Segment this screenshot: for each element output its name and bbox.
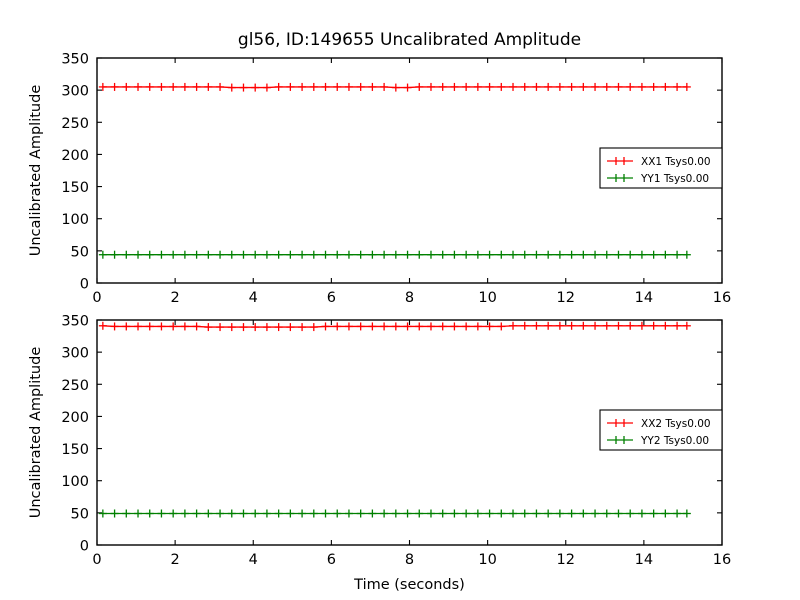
y-tick-label: 150	[61, 180, 89, 196]
series-markers-YY2	[98, 509, 691, 518]
x-tick-label: 16	[713, 552, 731, 568]
legend-label: YY2 Tsys0.00	[640, 435, 709, 447]
y-axis-label: Uncalibrated Amplitude	[28, 85, 44, 257]
legend-top-panel[interactable]: XX1 Tsys0.00 YY1 Tsys0.00	[599, 147, 723, 189]
legend-label: XX1 Tsys0.00	[641, 156, 711, 168]
x-tick-label: 6	[327, 552, 336, 568]
y-tick-label: 350	[61, 52, 89, 68]
x-tick-label: 10	[478, 552, 496, 568]
y-tick-label: 150	[61, 442, 89, 458]
y-axis-label: Uncalibrated Amplitude	[28, 347, 44, 519]
series-markers-XX2	[98, 321, 691, 332]
x-tick-label: 14	[635, 290, 653, 306]
series-markers-XX1	[98, 82, 691, 92]
x-tick-label: 2	[171, 552, 180, 568]
x-tick-label: 12	[557, 290, 575, 306]
x-tick-label: 0	[92, 552, 101, 568]
x-tick-label: 8	[405, 552, 414, 568]
legend-entry-YY1[interactable]: YY1 Tsys0.00	[607, 173, 709, 185]
panel-bottom-panel: 0 2 4 6 8 10 12 14 16 0 50 100 150 200 250 300 350 Uncali…	[28, 314, 731, 594]
y-tick-label: 250	[61, 116, 89, 132]
y-tick-label: 200	[61, 148, 89, 164]
series-markers-YY1	[98, 250, 691, 259]
x-axis-label: Time (seconds)	[353, 577, 465, 593]
legend-box	[599, 147, 723, 189]
figure-title: gl56, ID:149655 Uncalibrated Amplitude	[238, 30, 581, 50]
y-tick-label: 350	[61, 314, 89, 330]
legend-entry-XX1[interactable]: XX1 Tsys0.00	[607, 156, 711, 168]
y-tick-label: 250	[61, 378, 89, 394]
legend-label: XX2 Tsys0.00	[641, 418, 711, 430]
y-tick-label: 200	[61, 410, 89, 426]
data-layer	[98, 82, 691, 259]
x-tick-label: 10	[478, 290, 496, 306]
legend-entry-YY2[interactable]: YY2 Tsys0.00	[607, 435, 709, 447]
panel-top-panel: 0 2 4 6 8 10 12 14 16 0 50 100 150 200 250 300 350 Uncali…	[28, 52, 731, 307]
data-layer	[98, 321, 691, 518]
x-tick-label: 8	[405, 290, 414, 306]
y-tick-label: 300	[61, 84, 89, 100]
y-tick-label: 50	[71, 244, 89, 260]
x-tick-label: 4	[249, 552, 258, 568]
legend-entry-XX2[interactable]: XX2 Tsys0.00	[607, 418, 711, 430]
legend-box	[599, 409, 723, 451]
y-tick-label: 100	[61, 474, 89, 490]
x-tick-label: 14	[635, 552, 653, 568]
y-tick-label: 300	[61, 346, 89, 362]
y-tick-label: 0	[80, 539, 89, 555]
x-tick-label: 2	[171, 290, 180, 306]
x-tick-label: 4	[249, 290, 258, 306]
x-tick-label: 6	[327, 290, 336, 306]
x-tick-label: 12	[557, 552, 575, 568]
y-tick-label: 50	[71, 506, 89, 522]
x-tick-label: 0	[92, 290, 101, 306]
x-tick-label: 16	[713, 290, 731, 306]
legend-bottom-panel[interactable]: XX2 Tsys0.00 YY2 Tsys0.00	[599, 409, 723, 451]
y-tick-label: 100	[61, 212, 89, 228]
y-tick-label: 0	[80, 277, 89, 293]
legend-label: YY1 Tsys0.00	[640, 173, 709, 185]
